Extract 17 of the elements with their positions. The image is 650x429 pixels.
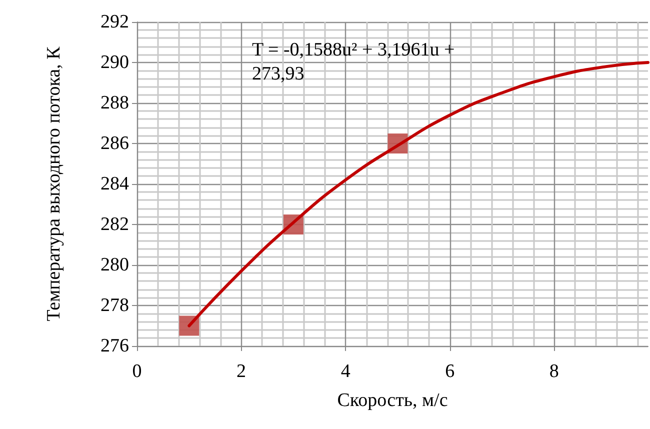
y-tick-label: 284 bbox=[100, 174, 130, 194]
annotation: T = -0,1588u² + 3,1961u + 273,93 bbox=[252, 40, 460, 84]
x-tick-label: 6 bbox=[445, 361, 455, 382]
y-axis-title: Температура выходного потока, К bbox=[44, 46, 64, 322]
y-tick-label: 282 bbox=[100, 214, 129, 235]
y-tick-label: 292 bbox=[100, 12, 129, 32]
x-tick-label: 4 bbox=[340, 361, 351, 382]
y-tick-label: 290 bbox=[100, 52, 129, 73]
x-tick-label: 2 bbox=[236, 361, 246, 382]
y-tick-label: 276 bbox=[100, 336, 129, 356]
x-tick-label: 0 bbox=[132, 361, 142, 382]
x-tick-label: 8 bbox=[549, 361, 559, 382]
y-tick-label: 280 bbox=[100, 254, 129, 276]
y-tick-label: 278 bbox=[100, 295, 129, 316]
y-tick-label: 286 bbox=[100, 133, 129, 154]
x-axis-title: Скорость, м/с bbox=[337, 390, 448, 411]
y-tick-label: 288 bbox=[100, 92, 129, 114]
